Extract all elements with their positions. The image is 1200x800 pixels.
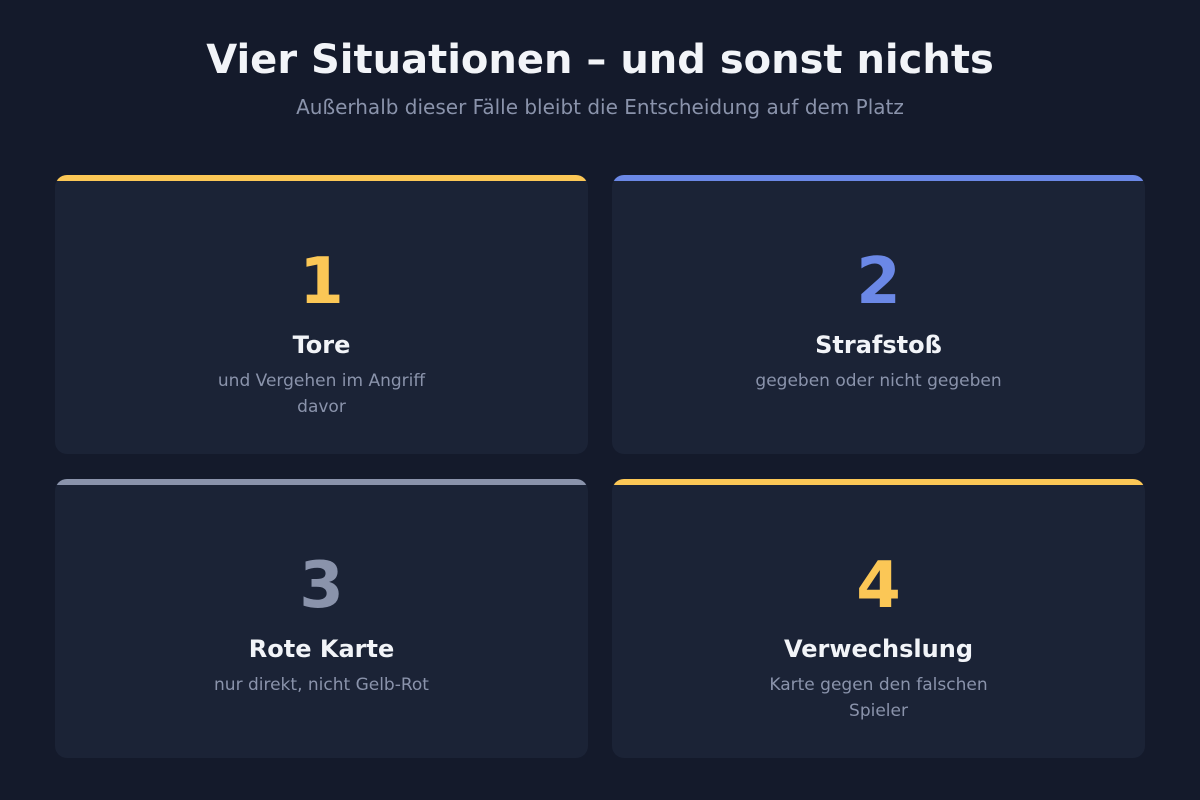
card-accent-bar [612, 175, 1145, 181]
page-subtitle: Außerhalb dieser Fälle bleibt die Entsch… [296, 95, 904, 119]
card-accent-bar [612, 479, 1145, 485]
situation-card-verwechslung: 4 Verwechslung Karte gegen den falschen … [612, 479, 1145, 758]
card-number: 3 [299, 549, 344, 623]
page-title: Vier Situationen – und sonst nichts [206, 37, 994, 83]
card-accent-bar [55, 479, 588, 485]
card-description: Karte gegen den falschen Spieler [769, 675, 988, 721]
card-number: 4 [856, 549, 901, 623]
card-number: 1 [299, 245, 344, 319]
card-number: 2 [856, 245, 901, 319]
card-accent-bar [55, 175, 588, 181]
situation-card-rote-karte: 3 Rote Karte nur direkt, nicht Gelb-Rot [55, 479, 588, 758]
card-label: Tore [292, 331, 351, 359]
situation-card-tore: 1 Tore und Vergehen im Angriff davor [55, 175, 588, 454]
card-description: und Vergehen im Angriff davor [217, 371, 426, 417]
situation-card-strafstoss: 2 Strafstoß gegeben oder nicht gegeben [612, 175, 1145, 454]
card-label: Verwechslung [784, 635, 973, 663]
card-label: Strafstoß [815, 331, 942, 359]
card-label: Rote Karte [248, 635, 395, 663]
card-description: gegeben oder nicht gegeben [755, 371, 1002, 391]
card-description: nur direkt, nicht Gelb-Rot [214, 675, 429, 695]
